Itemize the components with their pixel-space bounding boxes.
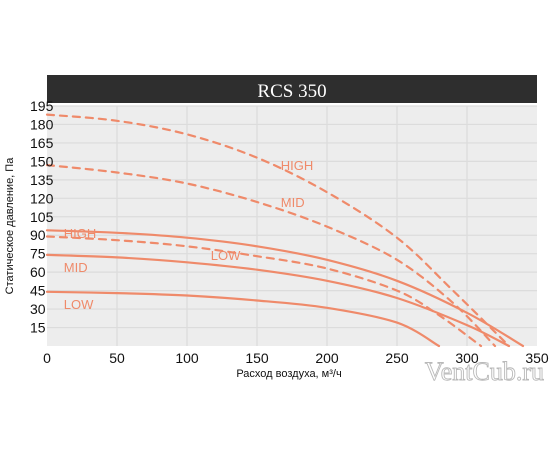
y-tick-label: 120	[30, 190, 54, 206]
watermark: VentCub.ru	[425, 357, 544, 386]
y-tick-label: 60	[30, 264, 46, 280]
y-tick-label: 90	[30, 227, 46, 243]
series-line-solid-low	[45, 290, 441, 348]
y-tick-label: 15	[30, 320, 46, 336]
y-tick-label: 105	[30, 209, 54, 225]
curve-label-mid: MID	[64, 260, 88, 275]
x-tick-label: 50	[109, 350, 125, 366]
y-axis-label: Статическое давление, Па	[4, 157, 16, 295]
curve-labels: HIGH MID LOW HIGH MID LOW	[64, 158, 313, 312]
y-tick-label: 150	[30, 153, 54, 169]
chart-title: RCS 350	[257, 81, 326, 102]
series-line-solid-mid	[45, 253, 511, 348]
curve-label-low: LOW	[211, 248, 241, 263]
y-tick-label: 165	[30, 135, 54, 151]
x-tick-label: 250	[385, 350, 409, 366]
y-tick-label: 195	[30, 98, 54, 114]
y-tick-label: 45	[30, 283, 46, 299]
y-tick-label: 180	[30, 116, 54, 132]
x-tick-label: 0	[43, 350, 51, 366]
y-tick-label: 75	[30, 246, 46, 262]
series-line-solid-high	[45, 229, 525, 348]
x-tick-label: 100	[175, 350, 199, 366]
axis-ticks: 15 30 45 60 75 90 105 120 135 150 165 180 195 0 50 100 1…	[30, 98, 549, 366]
series-line-dashed-high	[45, 113, 511, 348]
series-lines	[45, 113, 525, 348]
curve-label-mid: MID	[281, 195, 305, 210]
series-line-dashed-mid	[45, 164, 497, 348]
x-axis-label: Расход воздуха, м³/ч	[236, 368, 341, 380]
curve-label-high: HIGH	[281, 158, 314, 173]
y-tick-label: 135	[30, 172, 54, 188]
x-tick-label: 200	[315, 350, 339, 366]
curve-label-high: HIGH	[64, 226, 97, 241]
x-tick-label: 150	[245, 350, 269, 366]
x-tick-label: 350	[525, 350, 549, 366]
grid-lines	[47, 105, 537, 346]
x-tick-label: 300	[455, 350, 479, 366]
y-tick-label: 30	[30, 301, 46, 317]
chart-title-bar	[47, 75, 537, 103]
curve-label-low: LOW	[64, 297, 94, 312]
